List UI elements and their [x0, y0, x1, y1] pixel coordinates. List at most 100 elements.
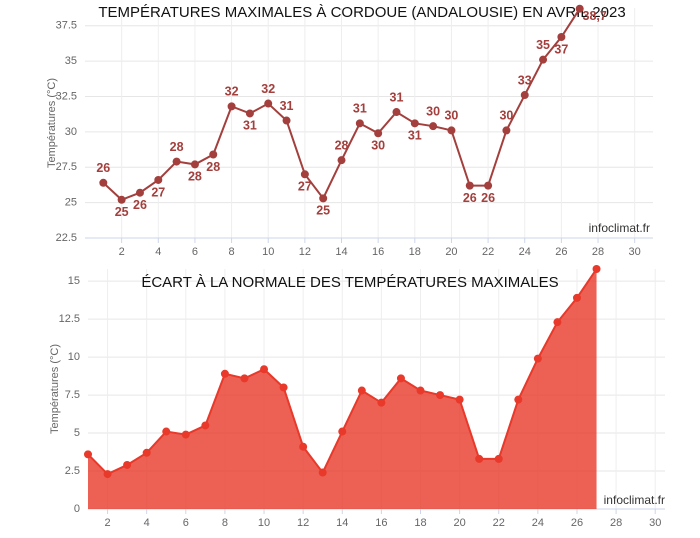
- value-label: 31: [243, 119, 257, 133]
- x-tick-label: 26: [555, 246, 567, 258]
- point: [520, 91, 529, 100]
- point: [117, 195, 126, 204]
- x-tick-label: 2: [104, 517, 110, 529]
- x-tick-label: 12: [299, 246, 311, 258]
- value-label: 27: [298, 180, 312, 194]
- point: [410, 119, 419, 128]
- point: [396, 374, 405, 383]
- point: [377, 398, 386, 407]
- y-tick-label: 12.5: [59, 313, 80, 325]
- point: [553, 318, 562, 327]
- point: [99, 178, 108, 187]
- x-tick-label: 24: [519, 246, 531, 258]
- value-label: 26: [481, 191, 495, 205]
- value-label: 31: [280, 99, 294, 113]
- value-label: 30: [426, 104, 440, 118]
- area: [88, 269, 597, 509]
- point: [201, 421, 210, 430]
- point: [162, 427, 171, 436]
- y-tick-label: 25: [65, 197, 77, 209]
- x-tick-label: 16: [375, 517, 387, 529]
- point: [539, 55, 548, 64]
- point: [338, 427, 347, 436]
- value-label: 31: [390, 90, 404, 104]
- x-tick-label: 2: [119, 246, 125, 258]
- y-tick-label: 15: [68, 275, 80, 287]
- point: [416, 386, 425, 395]
- point: [355, 119, 364, 128]
- y-tick-label: 22.5: [56, 232, 77, 244]
- point: [429, 122, 438, 131]
- point: [181, 430, 190, 439]
- x-tick-label: 26: [571, 517, 583, 529]
- value-label: 26: [96, 161, 110, 175]
- point: [282, 116, 291, 125]
- point: [319, 194, 328, 203]
- point: [209, 150, 218, 159]
- y-axis-label: Températures (°C): [46, 78, 58, 168]
- y-tick-label: 0: [74, 503, 80, 515]
- y-axis-label: Températures (°C): [49, 344, 61, 434]
- point: [494, 454, 503, 463]
- point: [465, 181, 474, 190]
- y-tick-label: 27.5: [56, 161, 77, 173]
- point: [135, 188, 144, 197]
- value-label: 32: [225, 85, 239, 99]
- value-label: 25: [115, 205, 129, 219]
- point: [357, 386, 366, 395]
- value-label: 35: [536, 38, 550, 52]
- credit: infoclimat.fr: [604, 493, 665, 507]
- value-label: 26: [463, 191, 477, 205]
- x-tick-label: 28: [610, 517, 622, 529]
- x-tick-label: 12: [297, 517, 309, 529]
- x-tick-label: 16: [372, 246, 384, 258]
- x-tick-label: 22: [493, 517, 505, 529]
- value-label: 33: [518, 73, 532, 87]
- value-label: 28: [206, 160, 220, 174]
- point: [318, 468, 327, 477]
- value-label: 30: [499, 109, 513, 123]
- point: [533, 354, 542, 363]
- point: [142, 448, 151, 457]
- point: [337, 156, 346, 165]
- y-tick-label: 37.5: [56, 20, 77, 32]
- point: [245, 109, 254, 118]
- point: [220, 369, 229, 378]
- value-label: 37: [554, 42, 568, 56]
- point: [154, 175, 163, 184]
- value-label: 31: [408, 129, 422, 143]
- x-tick-label: 4: [144, 517, 150, 529]
- point: [190, 160, 199, 169]
- x-tick-label: 10: [258, 517, 270, 529]
- point: [103, 470, 112, 479]
- value-label: 25: [316, 204, 330, 218]
- point: [172, 157, 181, 166]
- y-tick-label: 35: [65, 55, 77, 67]
- point: [557, 33, 566, 42]
- point: [475, 454, 484, 463]
- x-tick-label: 6: [192, 246, 198, 258]
- value-label: 32: [261, 82, 275, 96]
- x-tick-label: 22: [482, 246, 494, 258]
- point: [123, 460, 132, 469]
- y-tick-label: 30: [65, 126, 77, 138]
- point: [374, 129, 383, 138]
- x-tick-label: 18: [414, 517, 426, 529]
- x-tick-label: 24: [532, 517, 544, 529]
- point: [227, 102, 236, 111]
- point: [447, 126, 456, 135]
- point: [392, 108, 401, 117]
- point: [240, 374, 249, 383]
- x-tick-label: 30: [649, 517, 661, 529]
- y-tick-label: 5: [74, 427, 80, 439]
- point: [592, 265, 601, 273]
- value-label: 31: [353, 102, 367, 116]
- credit: infoclimat.fr: [589, 221, 650, 235]
- chart-title: TEMPÉRATURES MAXIMALES À CORDOUE (ANDALO…: [98, 4, 625, 21]
- x-tick-label: 10: [262, 246, 274, 258]
- point: [299, 442, 308, 451]
- value-label: 30: [444, 109, 458, 123]
- x-tick-label: 28: [592, 246, 604, 258]
- point: [575, 4, 584, 13]
